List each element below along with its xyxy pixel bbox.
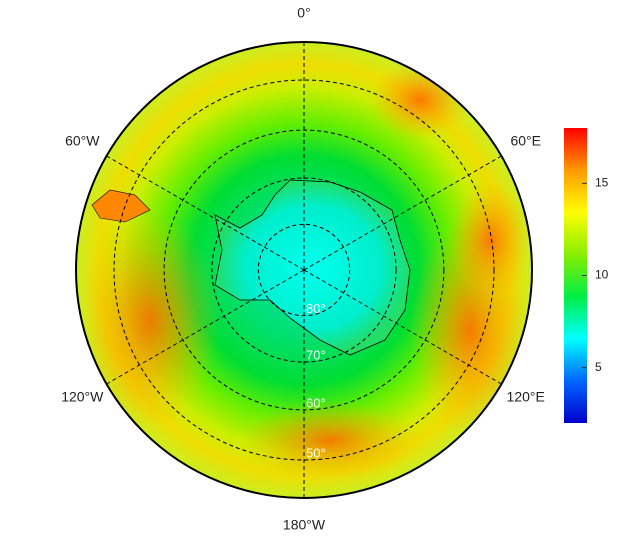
longitude-label: 120°W <box>61 389 104 405</box>
longitude-label: 120°E <box>507 389 545 405</box>
south-america-tip <box>91 189 151 223</box>
latitude-line <box>211 177 397 363</box>
colorbar-tick-label: 15 <box>595 175 609 189</box>
longitude-line <box>106 269 305 385</box>
colorbar-tick-label: 10 <box>595 268 609 282</box>
latitude-label: 80° <box>306 301 326 316</box>
longitude-label: 0° <box>297 5 310 21</box>
latitude-label: 70° <box>306 347 326 362</box>
latitude-line <box>163 129 445 411</box>
longitude-label: 60°E <box>510 133 541 149</box>
antarctica <box>214 179 411 356</box>
colorbar-tick-label: 5 <box>595 360 602 374</box>
longitude-line <box>106 155 305 271</box>
latitude-label: 50° <box>306 445 326 460</box>
longitude-line <box>303 269 502 385</box>
longitude-label: 180°W <box>283 517 326 533</box>
longitude-line <box>303 155 502 271</box>
latitude-line <box>113 79 495 461</box>
longitude-label: 60°W <box>65 133 100 149</box>
latitude-label: 60° <box>306 395 326 410</box>
colorbar <box>564 128 587 423</box>
